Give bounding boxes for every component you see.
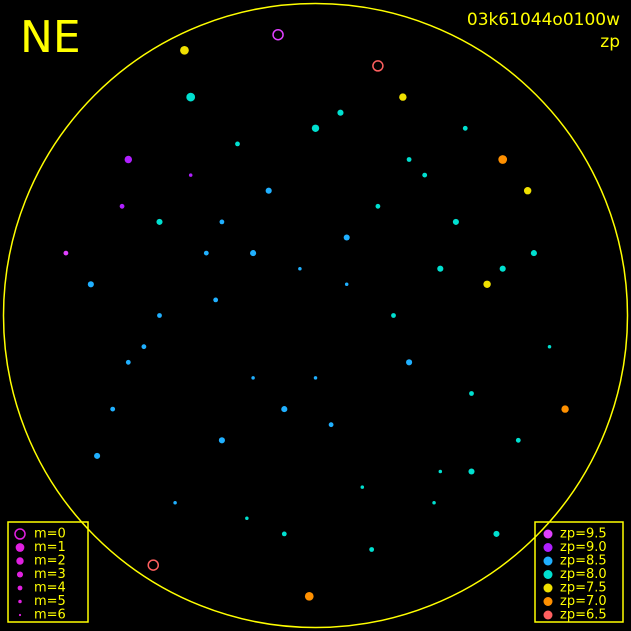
star [63,250,69,256]
star [311,124,320,132]
star [369,547,375,552]
size-legend-marker [15,543,25,552]
star [265,187,272,194]
star [469,391,474,396]
star [147,559,160,571]
star [438,469,443,474]
color-legend-label: zp=9.5 [560,527,607,542]
star [375,203,381,209]
star [281,406,288,413]
star [437,265,444,272]
size-legend-label: m=4 [34,581,66,596]
star [360,485,365,489]
size-legend-label: m=1 [34,540,66,555]
color-legend-marker [543,543,553,552]
star [173,500,177,505]
star [391,313,396,318]
star [203,250,209,256]
star [523,187,532,195]
star [251,376,255,380]
star [328,422,334,428]
color-legend-marker [543,529,553,539]
star [87,281,94,288]
star [180,45,189,55]
size-legend-label: m=3 [34,567,66,582]
size-legend-label: m=6 [34,608,66,623]
star [344,282,349,287]
color-legend-label: zp=8.5 [560,554,607,569]
star [186,92,196,102]
star [213,297,219,303]
color-legend-label: zp=7.0 [560,594,607,609]
star [304,591,314,601]
color-legend-label: zp=7.5 [560,581,607,596]
star [235,141,240,147]
chart-title: NE [20,12,81,63]
size-legend-label: m=5 [34,594,66,609]
size-legend-marker [16,557,24,565]
star [462,125,468,131]
star [337,109,344,116]
size-legend-marker [17,585,23,591]
star [218,437,225,444]
color-legend-label: zp=6.5 [560,608,607,623]
color-legend-marker [543,610,553,620]
star [272,28,284,41]
star [561,405,569,413]
size-legend-box [7,521,89,623]
star [250,250,257,257]
size-legend-marker [14,528,26,540]
star [432,500,436,505]
color-legend-label: zp=9.0 [560,540,607,555]
star [530,250,537,257]
star [483,280,491,288]
star [119,203,125,209]
star [372,60,384,72]
size-legend-label: m=2 [34,554,66,569]
star [125,359,131,365]
star [499,265,506,272]
star [406,157,412,162]
star [110,406,116,412]
size-legend-marker [18,599,22,604]
star [515,437,521,443]
color-legend-label: zp=8.0 [560,567,607,582]
size-legend-marker [18,613,22,617]
star [124,155,132,164]
star [343,234,350,241]
subtitle: zp [600,32,620,52]
frame-label: 03k61044o0100w [467,10,620,30]
color-legend-box [534,521,624,623]
size-legend-marker [16,571,24,578]
star [313,376,318,380]
star [452,218,459,225]
star [298,266,302,271]
star [399,93,407,101]
star [156,218,163,225]
star [245,516,249,521]
star [422,172,428,178]
star [141,344,147,350]
star [219,219,225,225]
star [281,531,287,537]
star [406,359,413,366]
color-legend-marker [543,583,553,593]
color-legend-marker [543,570,553,579]
color-legend-marker [543,597,553,606]
star [498,155,508,164]
star [547,344,552,349]
star [468,468,475,475]
color-legend-marker [543,556,553,566]
star [493,530,500,537]
size-legend-label: m=0 [34,527,66,542]
star [188,173,193,177]
star [94,452,101,459]
star [157,313,162,318]
